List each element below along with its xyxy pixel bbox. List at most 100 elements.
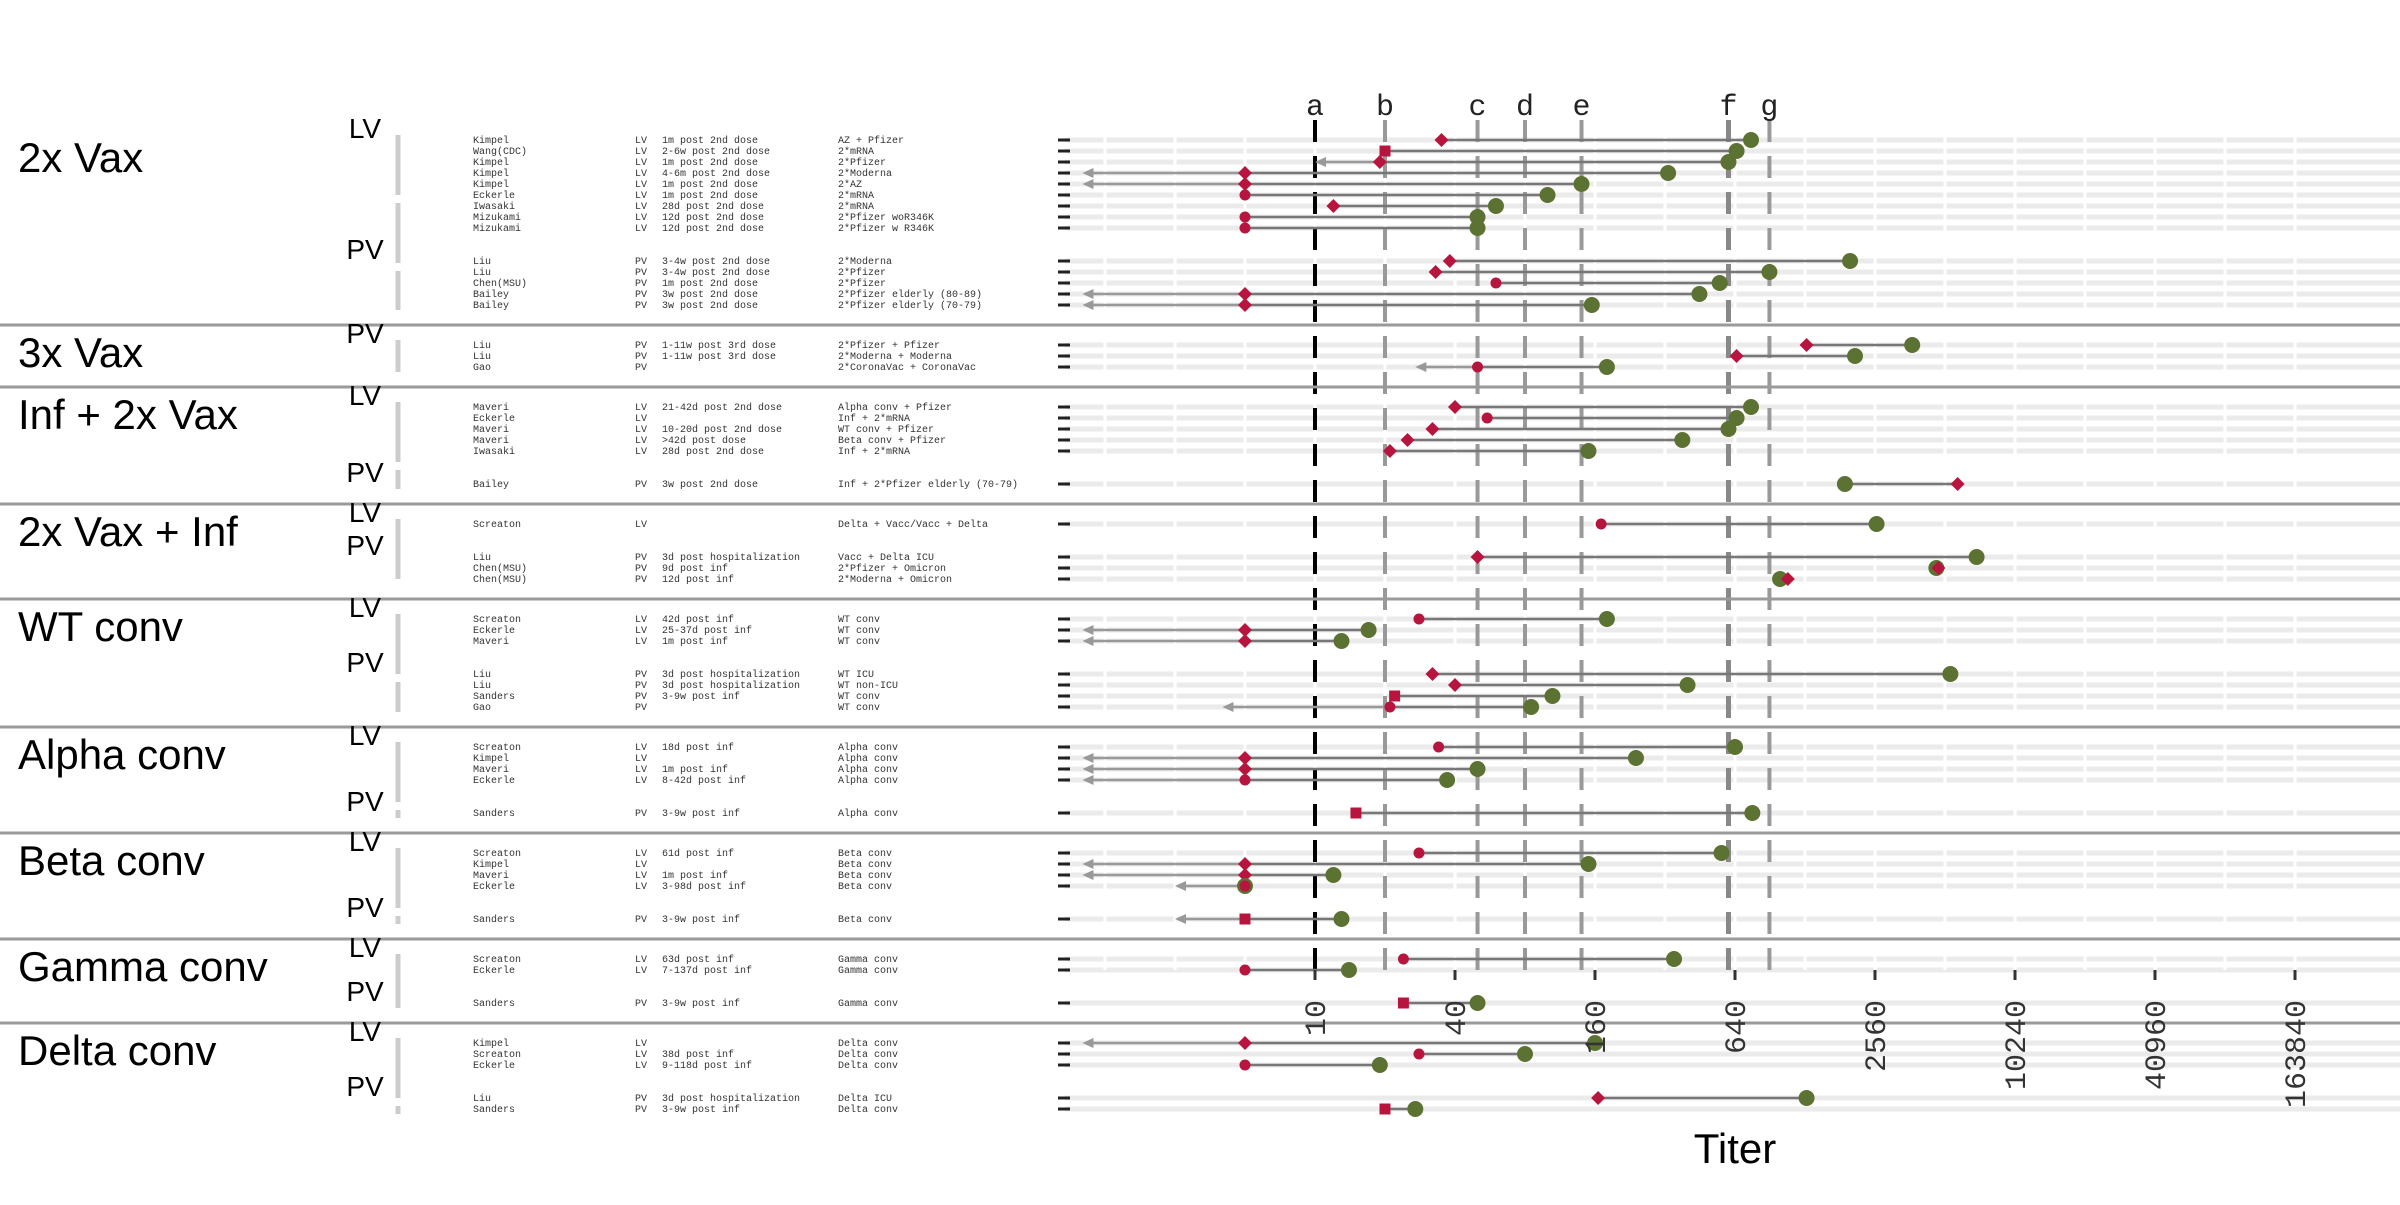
group-label: 2x Vax [18,134,143,181]
row-study: Kimpel [473,135,509,147]
omicron-point [1384,701,1396,713]
row-band [1065,225,2400,231]
x-axis-label: Titer [1694,1125,1776,1172]
wildtype-point [1713,845,1730,861]
omicron-point [1238,857,1252,871]
row-study: Liu [473,351,491,363]
omicron-point [1425,422,1440,436]
row-assay: LV [635,425,647,436]
row-assay: LV [635,191,647,202]
row-exposure: 2*mRNA [838,146,874,158]
row-assay: PV [635,692,647,703]
row-assay: LV [635,213,647,224]
row-assay: LV [635,403,647,414]
wildtype-point [1340,962,1357,978]
row-band [1065,437,2400,443]
arrow-head [1082,636,1094,646]
row-exposure: 2*Pfizer elderly (70-79) [838,300,982,312]
row-exposure: 2*mRNA [838,190,874,202]
omicron-point [1238,868,1252,882]
row-time: 3-4w post 2nd dose [662,267,770,279]
row-assay: PV [635,1094,647,1105]
row-band [1065,1062,2400,1068]
row-band [1065,956,2400,962]
row-assay: LV [635,1061,647,1072]
row-study: Bailey [473,289,509,301]
row-time: 1-11w post 3rd dose [662,340,776,352]
row-assay: PV [635,352,647,363]
row-study: Iwasaki [473,201,515,213]
wildtype-point [1842,253,1859,269]
row-exposure: Inf + 2*mRNA [838,446,910,458]
omicron-point [1490,277,1502,289]
assay-type-label: LV [349,1016,381,1047]
row-assay: LV [635,1050,647,1061]
arrow-head [1082,775,1094,785]
omicron-point [1238,762,1252,776]
row-band [1065,704,2400,710]
row-study: Screaton [473,743,521,754]
wildtype-point [1587,1035,1603,1051]
row-time: 42d post inf [662,614,734,626]
wildtype-point [1720,154,1737,170]
study-table: Kimpel LV 1m post 2nd dose AZ + Pfizer Wang(… [473,135,1018,1116]
row-study: Chen(MSU) [473,278,527,290]
arrow-head [1082,764,1094,774]
arrow-head [1082,753,1094,763]
wildtype-point [1487,198,1504,214]
omicron-point [1780,572,1795,586]
row-band [1065,291,2400,297]
row-study: Mizukami [473,223,521,235]
row-exposure: Inf + 2*mRNA [838,413,910,425]
row-exposure: 2*Moderna [838,168,892,180]
row-exposure: 2*Pfizer w R346K [838,223,934,235]
omicron-point [1239,964,1251,976]
row-exposure: 2*Pfizer + Omicron [838,563,946,575]
row-assay: LV [635,871,647,882]
wildtype-point [1580,856,1597,872]
omicron-point [1239,913,1251,925]
row-band [1065,203,2400,209]
row-assay: LV [635,776,647,787]
row-assay: LV [635,169,647,180]
row-study: Eckerle [473,413,515,425]
row-time: 3w post 2nd dose [662,479,758,491]
row-time: 3w post 2nd dose [662,300,758,312]
row-assay: PV [635,301,647,312]
row-assay: PV [635,681,647,692]
row-exposure: WT conv [838,637,880,648]
row-exposure: Delta conv [838,1060,898,1072]
row-exposure: 2*Pfizer [838,278,886,290]
row-study: Screaton [473,955,521,966]
assay-type-label: LV [349,113,381,144]
row-study: Kimpel [473,168,509,180]
arrow-head [1082,859,1094,869]
x-tick-label: 40960 [2141,1000,2175,1090]
row-assay: PV [635,279,647,290]
row-study: Eckerle [473,190,515,202]
omicron-point [1372,155,1387,169]
row-band [1065,872,2400,878]
omicron-point [1397,953,1409,965]
row-exposure: AZ + Pfizer [838,135,904,147]
row-band [1065,364,2400,370]
assay-type-label: LV [349,592,381,623]
row-time: 3-98d post inf [662,881,746,893]
row-band [1065,576,2400,582]
omicron-point [1433,741,1445,753]
row-time: 3-4w post 2nd dose [662,256,770,268]
row-study: Bailey [473,300,509,312]
row-assay: PV [635,575,647,586]
omicron-point [1350,807,1362,819]
row-exposure: Beta conv [838,882,892,893]
row-time: >42d post dose [662,435,746,447]
arrow-head [1082,179,1094,189]
row-exposure: WT conv [838,615,880,626]
wildtype-point [1573,176,1590,192]
omicron-point [1239,189,1251,201]
row-study: Mizukami [473,212,521,224]
row-assay: LV [635,447,647,458]
ref-label-d: d [1516,91,1534,125]
row-exposure: 2*mRNA [838,201,874,213]
